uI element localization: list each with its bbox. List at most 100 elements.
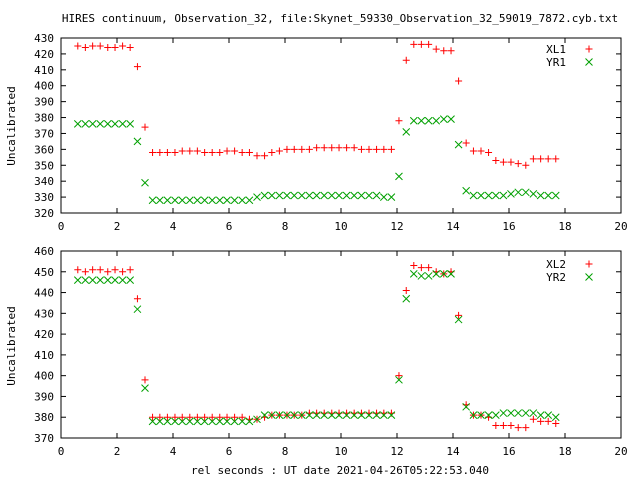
data-point-yr1 xyxy=(200,196,209,205)
data-point-xl1 xyxy=(201,149,209,157)
top-x-tick-label: 4 xyxy=(170,220,177,233)
data-point-yr1 xyxy=(320,191,329,200)
top-x-tick-label: 12 xyxy=(390,220,403,233)
data-point-xl1 xyxy=(290,145,298,153)
bottom-x-tick-label: 8 xyxy=(282,445,289,458)
data-point-yr2 xyxy=(88,276,97,284)
data-point-xl2 xyxy=(208,413,216,421)
data-point-yr1 xyxy=(148,196,157,205)
top-x-tick-label: 6 xyxy=(226,220,233,233)
data-point-yr1 xyxy=(312,191,321,200)
top-x-tick-label: 20 xyxy=(614,220,627,233)
data-point-xl1 xyxy=(350,144,358,152)
data-point-yr1 xyxy=(477,191,485,200)
data-point-yr2 xyxy=(484,411,493,419)
data-point-xl2 xyxy=(133,295,141,303)
data-point-xl1 xyxy=(477,147,485,155)
data-point-yr1 xyxy=(245,196,254,205)
data-point-yr1 xyxy=(379,193,388,201)
data-point-xl1 xyxy=(537,155,545,163)
data-point-yr2 xyxy=(432,270,441,278)
data-point-yr1 xyxy=(88,120,97,128)
bottom-y-tick-label: 370 xyxy=(34,432,54,445)
data-point-xl1 xyxy=(373,145,381,153)
data-point-yr1 xyxy=(439,115,448,123)
data-point-xl1 xyxy=(380,145,388,153)
top-y-tick-label: 400 xyxy=(34,80,54,93)
data-point-yr1 xyxy=(283,191,291,200)
data-point-xl1 xyxy=(485,149,493,157)
data-point-xl1 xyxy=(455,77,463,85)
data-point-yr2 xyxy=(96,276,105,284)
data-point-xl1 xyxy=(514,160,522,168)
data-point-xl2 xyxy=(186,413,194,421)
data-point-yr2 xyxy=(402,294,411,303)
data-point-yr2 xyxy=(342,411,351,419)
bottom-x-tick-label: 18 xyxy=(558,445,571,458)
data-point-yr1 xyxy=(253,193,261,201)
data-point-xl1 xyxy=(156,149,164,157)
data-point-xl1 xyxy=(343,144,351,152)
data-point-yr1 xyxy=(447,115,455,123)
data-point-yr2 xyxy=(477,411,485,419)
data-point-yr2 xyxy=(73,276,82,284)
data-point-yr2 xyxy=(200,417,209,426)
data-point-yr2 xyxy=(283,411,291,419)
data-point-yr1 xyxy=(297,191,306,200)
data-point-yr2 xyxy=(387,411,396,419)
data-point-yr1 xyxy=(260,191,269,200)
data-point-yr2 xyxy=(103,276,112,284)
bottom-y-tick-label: 460 xyxy=(34,245,54,258)
data-point-yr2 xyxy=(327,411,336,419)
data-point-xl1 xyxy=(469,147,477,155)
data-point-yr1 xyxy=(327,191,336,200)
data-point-yr2 xyxy=(365,411,373,419)
data-point-yr2 xyxy=(499,409,508,417)
data-point-xl1 xyxy=(328,144,336,152)
data-point-yr2 xyxy=(536,411,545,419)
bottom-y-tick-label: 380 xyxy=(34,411,54,424)
data-point-yr1 xyxy=(81,120,90,128)
top-x-tick-label: 14 xyxy=(446,220,460,233)
data-point-yr1 xyxy=(133,137,142,146)
bottom-x-tick-label: 2 xyxy=(114,445,121,458)
data-point-xl2 xyxy=(141,376,149,384)
data-point-xl2 xyxy=(156,413,164,421)
data-point-xl2 xyxy=(111,266,119,274)
data-point-yr1 xyxy=(521,188,530,197)
data-point-xl1 xyxy=(141,123,149,131)
data-point-xl1 xyxy=(298,145,306,153)
data-point-xl1 xyxy=(245,149,253,157)
data-point-xl2 xyxy=(537,417,545,425)
data-point-yr1 xyxy=(462,186,471,195)
data-point-yr1 xyxy=(514,188,523,197)
data-point-xl2 xyxy=(89,266,97,274)
data-point-xl2 xyxy=(499,422,507,430)
data-point-yr1 xyxy=(409,116,418,125)
data-point-yr2 xyxy=(305,411,314,419)
data-point-yr1 xyxy=(208,196,217,205)
data-point-xl1 xyxy=(171,149,179,157)
data-point-yr2 xyxy=(379,411,388,419)
data-point-yr1 xyxy=(507,190,515,198)
top-x-tick-label: 2 xyxy=(114,220,121,233)
data-point-yr2 xyxy=(193,417,202,426)
bottom-x-tick-label: 16 xyxy=(502,445,515,458)
data-point-xl2 xyxy=(492,422,500,430)
data-point-yr2 xyxy=(290,411,299,419)
data-point-yr2 xyxy=(163,417,172,426)
bottom-x-tick-label: 20 xyxy=(614,445,627,458)
data-point-yr1 xyxy=(96,120,105,128)
data-point-yr2 xyxy=(245,417,254,426)
bottom-y-axis-label: Uncalibrated xyxy=(5,306,18,385)
data-point-xl2 xyxy=(201,413,209,421)
data-point-yr2 xyxy=(148,417,157,426)
data-point-yr2 xyxy=(215,417,224,426)
legend-label-yr1: YR1 xyxy=(546,56,566,69)
data-point-xl2 xyxy=(216,413,224,421)
data-point-yr2 xyxy=(260,411,269,419)
data-point-xl1 xyxy=(89,42,97,50)
data-point-xl1 xyxy=(320,144,328,152)
top-y-tick-label: 420 xyxy=(34,48,54,61)
data-point-yr1 xyxy=(536,191,545,200)
